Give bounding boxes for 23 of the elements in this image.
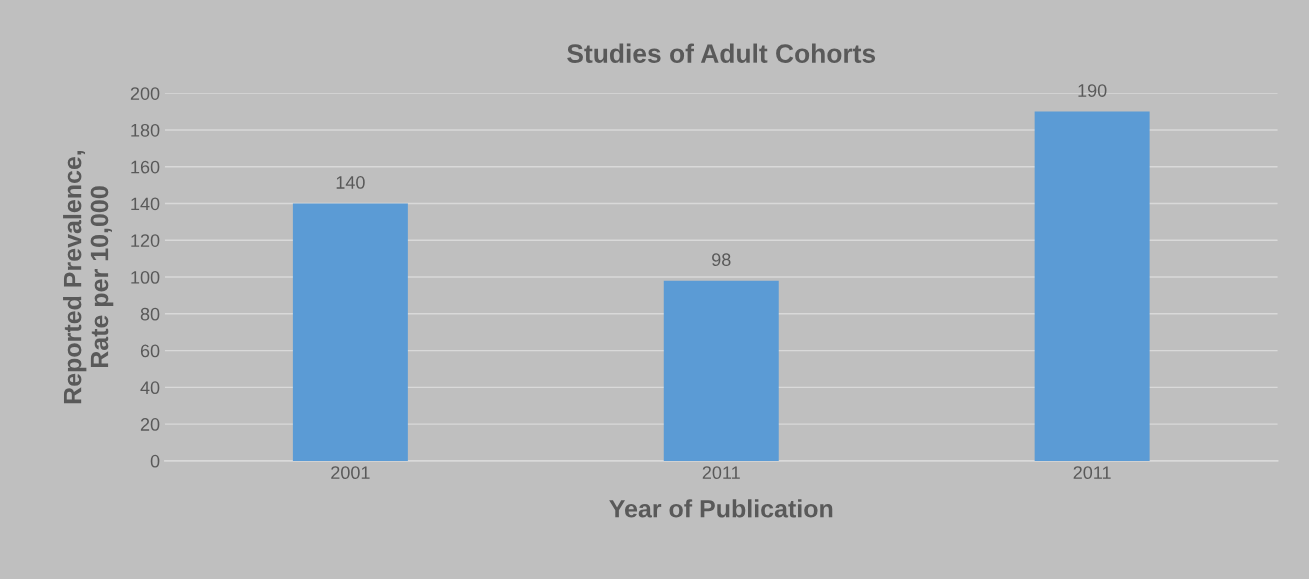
x-tick-label: 2011 (1073, 466, 1111, 480)
y-tick-label: 200 (130, 87, 160, 100)
data-label: 190 (1078, 84, 1107, 97)
chart-title: Studies of Adult Cohorts (567, 43, 876, 63)
y-tick-label: 160 (131, 160, 160, 174)
y-tick-label: 180 (131, 123, 160, 137)
data-label: 98 (712, 253, 731, 267)
y-tick-label: 140 (131, 197, 160, 211)
bar (292, 203, 408, 461)
y-tick-label: 100 (131, 270, 160, 284)
y-tick-label: 40 (140, 381, 160, 395)
y-tick-label: 60 (140, 344, 160, 358)
x-tick-label: 2001 (331, 466, 370, 480)
y-tick-label: 120 (131, 234, 160, 248)
bar (1034, 111, 1150, 461)
y-axis-title: Reported Prevalence, Rate per 10,000 (63, 150, 114, 404)
y-tick-label: 0 (150, 454, 160, 468)
y-tick-label: 20 (140, 418, 160, 431)
x-tick-label: 2011 (702, 466, 740, 480)
y-tick-label: 80 (140, 307, 160, 321)
data-label: 140 (336, 176, 365, 189)
bar (663, 280, 779, 461)
x-axis-title: Year of Publication (609, 499, 833, 518)
